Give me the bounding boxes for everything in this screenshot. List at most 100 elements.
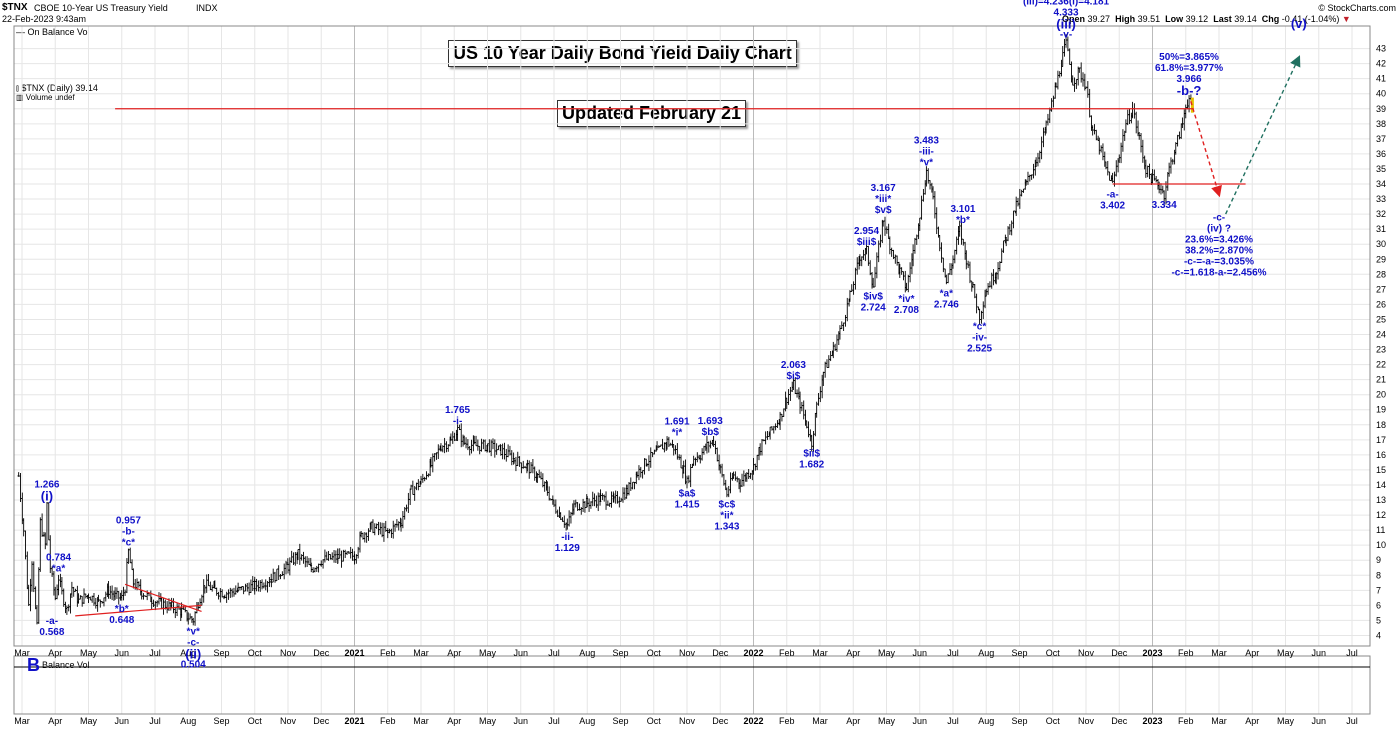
wave-label: -v- — [1060, 30, 1072, 41]
y-tick-label: 6 — [1376, 600, 1381, 610]
y-tick-label: 22 — [1376, 360, 1386, 370]
x-tick-label: May — [1277, 648, 1295, 658]
lower-marker: B — [27, 655, 40, 675]
chart-frame — [13, 25, 1371, 715]
wave-label: *iii* — [875, 194, 891, 205]
x-tick-label: Sep — [1011, 648, 1027, 658]
x-tick-label: Sep — [1011, 716, 1027, 726]
symbol: $TNX — [2, 2, 28, 13]
exchange: INDX — [196, 3, 218, 13]
wave-label: -c- — [187, 637, 199, 648]
x-tick-label: 2023 — [1142, 716, 1162, 726]
y-tick-label: 19 — [1376, 405, 1386, 415]
x-tick-label: Dec — [1111, 716, 1128, 726]
x-tick-label: Oct — [1046, 648, 1061, 658]
y-axis: 4 5 6 7 8 9 10 11 12 13 14 15 16 17 18 19 20 21 22 23 24 25 26… — [1376, 44, 1386, 641]
wave-label: *a* — [940, 288, 953, 299]
wave-label: $c$ — [719, 500, 736, 511]
x-tick-label: 2022 — [743, 716, 763, 726]
y-tick-label: 11 — [1376, 525, 1385, 535]
down-arrow-icon: ▼ — [1341, 14, 1351, 24]
wave-label: 0.784 — [46, 553, 71, 564]
wave-label: $iii$ — [857, 237, 877, 248]
x-tick-label: Jun — [114, 648, 129, 658]
y-tick-label: 38 — [1376, 119, 1386, 129]
x-tick-label: Jul — [947, 716, 959, 726]
y-tick-label: 10 — [1376, 540, 1386, 550]
x-tick-label: Apr — [48, 648, 62, 658]
wave-label: *iv* — [898, 294, 914, 305]
wave-label: -b-? — [1177, 83, 1202, 98]
y-tick-label: 14 — [1376, 480, 1386, 490]
wave-label: 2.724 — [861, 303, 886, 314]
x-tick-label: Aug — [978, 648, 994, 658]
wave-label: 2.746 — [934, 299, 959, 310]
y-tick-label: 41 — [1376, 74, 1386, 84]
y-tick-label: 5 — [1376, 615, 1381, 625]
y-tick-label: 9 — [1376, 555, 1381, 565]
x-tick-label: Aug — [180, 648, 196, 658]
wave-label: -a- — [46, 616, 58, 627]
wave-label: 3.966 — [1177, 74, 1202, 85]
ohlc-readout: Open 39.27 High 39.51 Low 39.12 Last 39.… — [1062, 14, 1351, 24]
x-tick-label: Nov — [679, 648, 696, 658]
x-tick-label: Feb — [1178, 648, 1194, 658]
volume-bars-icon: ▥ — [16, 93, 24, 102]
wave-annotations: 1.266(i)0.784*a*-a-0.5680.957-b-*c**b*0.… — [34, 0, 1306, 670]
x-tick-label: Feb — [779, 716, 795, 726]
x-tick-label: Jun — [912, 716, 927, 726]
last-bar-marker — [1190, 97, 1194, 113]
channel-lines — [75, 108, 1246, 617]
y-tick-label: 32 — [1376, 209, 1386, 219]
x-tick-label: Jun — [114, 716, 129, 726]
x-tick-label: May — [878, 716, 896, 726]
y-tick-label: 25 — [1376, 314, 1386, 324]
wave-label: -c- — [1213, 213, 1225, 224]
y-tick-label: 21 — [1376, 375, 1386, 385]
x-tick-label: Jun — [513, 648, 528, 658]
y-tick-label: 23 — [1376, 345, 1386, 355]
x-tick-label: Aug — [579, 716, 595, 726]
y-tick-label: 20 — [1376, 390, 1386, 400]
wave-label: (v) — [1291, 16, 1307, 31]
wave-label: (iii)=4.236(i)=4.181 — [1023, 0, 1110, 8]
x-tick-label: Mar — [14, 648, 30, 658]
x-tick-label: Sep — [213, 716, 229, 726]
wave-label: *c* — [973, 322, 986, 333]
x-tick-label: May — [479, 648, 497, 658]
wave-label: 50%=3.865% — [1159, 52, 1219, 63]
x-tick-label: Mar — [413, 648, 429, 658]
y-tick-label: 18 — [1376, 420, 1386, 430]
wave-label: 3.483 — [914, 136, 939, 147]
x-tick-label: 2022 — [743, 648, 763, 658]
wave-label: -ii- — [561, 532, 573, 543]
wave-label: -c-=-a-=3.035% — [1184, 257, 1254, 268]
wave-label: 1.682 — [799, 460, 824, 471]
wave-label: 3.334 — [1152, 200, 1177, 211]
x-tick-label: Dec — [313, 648, 330, 658]
wave-label: (i) — [41, 489, 53, 504]
y-tick-label: 31 — [1376, 224, 1386, 234]
x-tick-label: May — [479, 716, 497, 726]
update-box: Updated February 21 — [557, 100, 747, 127]
x-tick-label: Mar — [1211, 648, 1227, 658]
x-tick-label: Jul — [149, 648, 161, 658]
x-tick-label: Aug — [978, 716, 994, 726]
brand[interactable]: © StockCharts.com — [1318, 3, 1396, 13]
grid — [14, 26, 1370, 714]
wave-label: 2.525 — [967, 344, 992, 355]
x-tick-label: May — [80, 716, 98, 726]
timestamp: 22-Feb-2023 9:43am — [2, 14, 87, 24]
wave-label: 1.415 — [674, 500, 699, 511]
wave-label: $i$ — [786, 371, 800, 382]
x-axis: Mar Mar Apr Apr May May Jun Jun Jul Jul Aug Aug Sep S… — [14, 648, 1358, 726]
chart-title-box: US 10 Year Daily Bond Yield Daily Chart — [448, 40, 797, 67]
wave-label: *ii* — [720, 511, 733, 522]
y-tick-label: 39 — [1376, 104, 1386, 114]
y-tick-label: 27 — [1376, 284, 1386, 294]
x-tick-label: Feb — [380, 716, 396, 726]
wave-label: (ii) — [185, 646, 201, 661]
wave-label: 3.402 — [1100, 201, 1125, 212]
x-tick-label: Oct — [1046, 716, 1061, 726]
